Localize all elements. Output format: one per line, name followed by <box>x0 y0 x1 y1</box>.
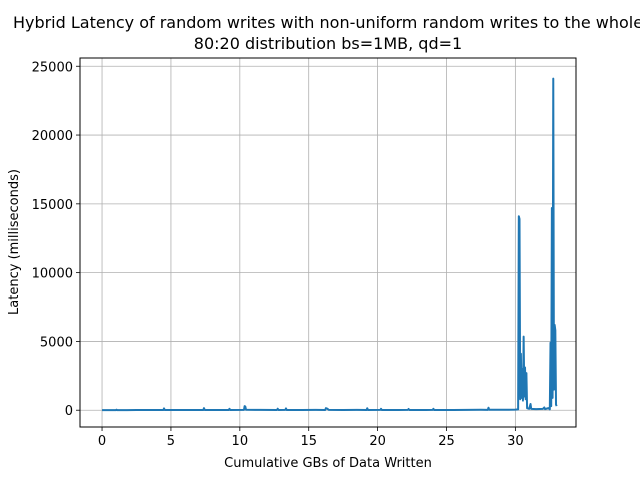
chart-title-line1: Hybrid Latency of random writes with non… <box>13 13 640 32</box>
latency-series-line <box>102 77 558 412</box>
x-tick-label: 25 <box>438 434 455 449</box>
x-axis-label: Cumulative GBs of Data Written <box>224 456 432 471</box>
chart-title-line2: 80:20 distribution bs=1MB, qd=1 <box>194 34 462 53</box>
x-tick-label: 5 <box>167 434 175 449</box>
x-tick-label: 15 <box>300 434 317 449</box>
x-tick-label: 20 <box>369 434 386 449</box>
x-tick-label: 10 <box>232 434 249 449</box>
y-tick-label: 10000 <box>32 267 73 282</box>
y-axis-label: Latency (milliseconds) <box>7 169 22 315</box>
y-tick-label: 25000 <box>32 60 73 75</box>
tick-layer: 0 5 10 15 20 25 30 0 5000 10000 15000 20000 25000 <box>32 60 524 449</box>
y-tick-label: 0 <box>65 404 73 419</box>
x-tick-label: 0 <box>98 434 106 449</box>
plot-frame <box>79 57 577 428</box>
y-tick-label: 20000 <box>32 129 73 144</box>
grid-layer <box>80 58 576 427</box>
y-tick-label: 5000 <box>40 335 73 350</box>
y-tick-label: 15000 <box>32 198 73 213</box>
x-tick-label: 30 <box>507 434 524 449</box>
series-layer <box>102 77 558 412</box>
